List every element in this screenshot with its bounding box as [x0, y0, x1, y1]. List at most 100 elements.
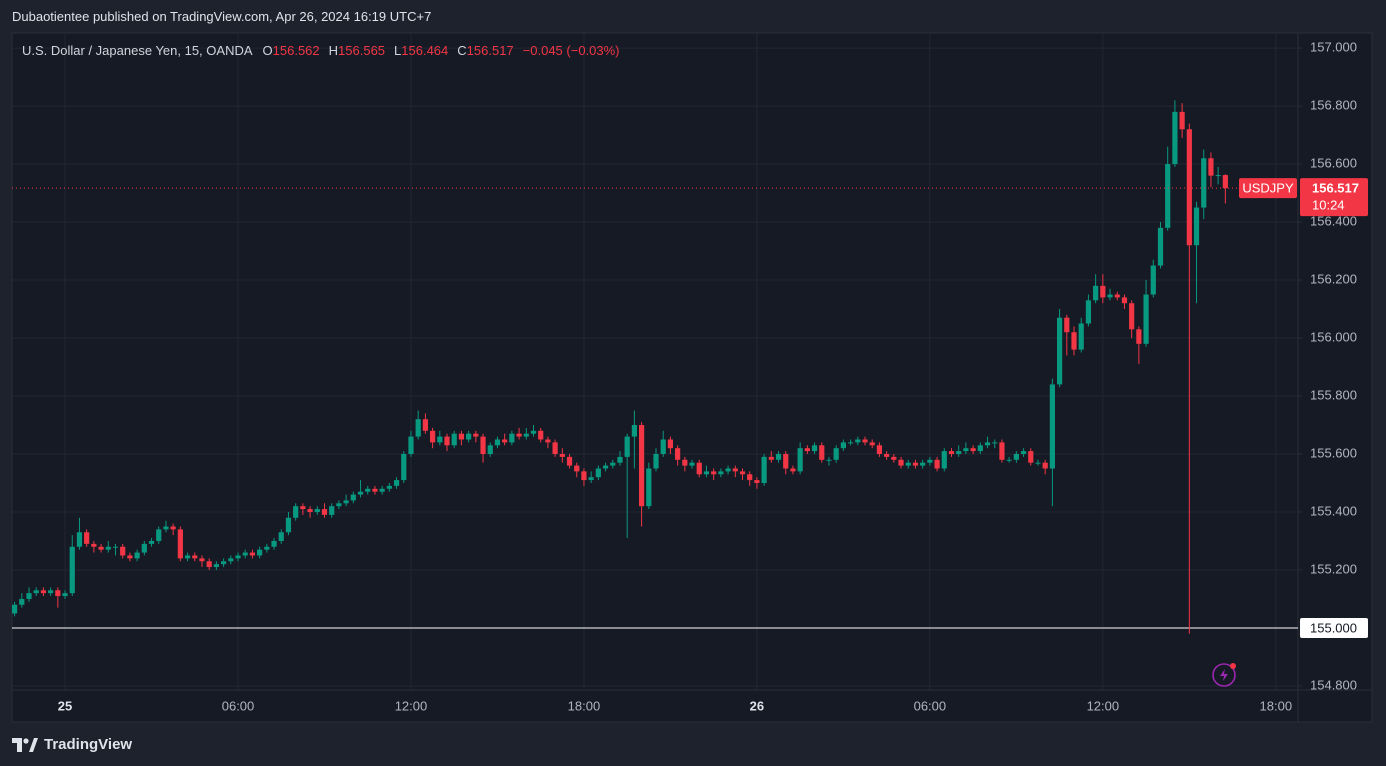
candle-body: [11, 604, 18, 614]
candle-body: [307, 509, 313, 512]
candle-body: [559, 453, 565, 457]
y-tick-label: 155.400: [1310, 503, 1357, 518]
candle-body: [617, 456, 623, 463]
candle-body: [1165, 164, 1171, 228]
ohlc-value: 156.565: [338, 43, 386, 58]
candle-body: [876, 445, 883, 454]
brand-logo: [12, 737, 38, 752]
ohlc-value: 156.464: [401, 43, 449, 58]
candle-body: [357, 491, 364, 495]
candle-body: [408, 436, 414, 454]
candle-body: [1006, 459, 1012, 461]
brand[interactable]: TradingView: [12, 736, 132, 753]
candle-body: [177, 529, 183, 559]
last-price-label: 156.517: [1312, 181, 1359, 196]
candle-body: [761, 456, 767, 483]
candle-body: [833, 448, 839, 460]
candle-body: [963, 448, 969, 452]
x-tick-label: 12:00: [395, 698, 428, 713]
alert-icon[interactable]: [1212, 663, 1236, 687]
candle-body: [840, 442, 846, 449]
ohlc-value: 156.562: [272, 43, 320, 58]
candle-body: [134, 552, 140, 559]
candle-body: [1114, 294, 1120, 298]
candle-body: [660, 439, 666, 454]
candle-body: [732, 468, 738, 472]
candle-body: [1028, 451, 1034, 463]
candle-body: [1150, 265, 1156, 295]
candle-body: [257, 549, 263, 556]
candle-body: [84, 532, 90, 544]
candle-body: [386, 485, 392, 489]
candle-body: [862, 439, 868, 443]
candle-body: [1129, 303, 1135, 330]
candle-body: [458, 433, 465, 440]
candle-body: [1056, 317, 1063, 385]
symbol-description: U.S. Dollar / Japanese Yen, 15, OANDA: [22, 43, 253, 58]
candle-body: [1143, 294, 1149, 344]
candle-body: [300, 506, 306, 510]
candle-body: [1222, 175, 1228, 189]
y-tick-label: 154.800: [1310, 677, 1357, 692]
candle-body: [156, 529, 162, 541]
candle-body: [329, 506, 335, 515]
countdown: 10:24: [1312, 198, 1345, 213]
candle-body: [754, 480, 760, 483]
candle-body: [689, 462, 695, 466]
candle-body: [595, 468, 601, 478]
candle-body: [112, 546, 119, 548]
candle-body: [336, 503, 342, 507]
candle-body: [444, 436, 450, 446]
brand-name: TradingView: [44, 736, 133, 753]
publish-info: Dubaotientee published on TradingView.co…: [12, 9, 432, 24]
candle-body: [350, 494, 356, 501]
candle-body: [379, 488, 385, 492]
candle-body: [206, 561, 212, 568]
candle-body: [278, 532, 284, 541]
candle-body: [638, 424, 645, 507]
y-tick-label: 156.200: [1310, 271, 1357, 286]
candle-body: [675, 448, 681, 460]
candle-body: [747, 474, 753, 481]
candle-body: [545, 439, 551, 443]
candle-body: [120, 546, 126, 556]
candle-body: [502, 439, 508, 443]
candle-body: [538, 430, 544, 440]
horizontal-line-label-box: [1300, 617, 1368, 638]
candle-body: [566, 456, 573, 466]
candle-body: [40, 590, 47, 594]
candle-body: [271, 540, 277, 547]
candle-body: [602, 465, 609, 469]
candle-body: [1193, 207, 1200, 246]
candle-body: [703, 471, 710, 475]
candle-body: [646, 468, 652, 507]
x-tick-label: 25: [58, 698, 72, 713]
last-price-box: [1300, 178, 1368, 217]
candle-body: [163, 526, 169, 530]
candle-body: [1035, 462, 1041, 464]
candle-body: [509, 433, 515, 443]
candle-body: [992, 442, 998, 444]
candle-body: [393, 480, 400, 486]
candle-body: [927, 459, 933, 463]
candle-body: [437, 436, 443, 443]
candle-body: [891, 456, 897, 460]
candle-body: [574, 465, 580, 472]
candle-body: [1121, 297, 1128, 304]
x-tick-label: 18:00: [568, 698, 601, 713]
candles: [11, 100, 1228, 634]
candle-body: [401, 453, 407, 481]
candle-body: [62, 593, 68, 597]
candle-body: [19, 598, 25, 605]
candle-body: [934, 459, 940, 469]
candle-body: [91, 543, 97, 547]
candle-body: [984, 442, 991, 446]
candle-body: [530, 430, 537, 434]
candle-body: [970, 448, 976, 452]
candle-body: [1172, 111, 1178, 165]
candle-body: [105, 546, 111, 550]
ohlc-key: H: [328, 43, 339, 58]
candle-body: [1208, 158, 1214, 176]
candle-body: [1085, 300, 1092, 324]
